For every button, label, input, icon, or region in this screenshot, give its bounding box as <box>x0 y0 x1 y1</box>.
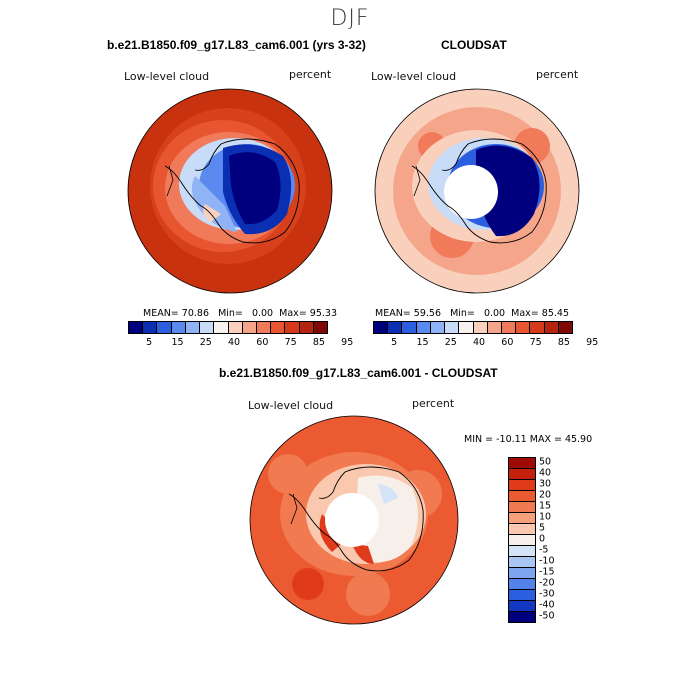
colorbar-tick-label: 15 <box>539 500 552 512</box>
colorbar-tick-label: 60 <box>256 337 269 348</box>
colorbar-tick-label: 40 <box>228 337 241 348</box>
panel3-colorbar-ticks: 50 40 30 20 15 10 5 0 -5 -10 -15 -20 -30 -40 -50 <box>539 457 579 621</box>
colorbar-swatch <box>509 579 535 590</box>
colorbar-swatch <box>509 469 535 480</box>
colorbar-swatch <box>388 322 403 333</box>
panel2-colorbar-ticks: 5 15 25 40 60 75 85 95 <box>373 337 598 351</box>
panel1-stats: MEAN= 70.86 Min= 0.00 Max= 95.33 <box>143 308 337 319</box>
panel2-title: CLOUDSAT <box>441 38 507 52</box>
colorbar-swatch <box>509 480 535 491</box>
colorbar-swatch <box>374 322 389 333</box>
season-title: DJF <box>330 6 370 31</box>
colorbar-tick-label: -50 <box>539 610 555 622</box>
panel1-polar-map <box>127 88 333 294</box>
colorbar-swatch <box>509 502 535 513</box>
colorbar-swatch <box>509 568 535 579</box>
colorbar-swatch <box>530 322 545 333</box>
colorbar-swatch <box>171 322 186 333</box>
colorbar-tick-label: 0 <box>539 533 546 545</box>
panel1-colorbar-ticks: 5 15 25 40 60 75 85 95 <box>128 337 353 351</box>
panel3-title: b.e21.B1850.f09_g17.L83_cam6.001 - CLOUD… <box>219 366 498 380</box>
panel3-minmax: MIN = -10.11 MAX = 45.90 <box>464 434 593 445</box>
panel3-polar-map <box>249 415 459 625</box>
panel1-units-label: percent <box>289 68 332 81</box>
panel1-variable-label: Low-level cloud <box>124 70 210 83</box>
colorbar-swatch <box>509 546 535 557</box>
colorbar-tick-label: 5 <box>391 337 398 348</box>
colorbar-swatch <box>509 513 535 524</box>
colorbar-swatch <box>509 590 535 601</box>
panel2-units-label: percent <box>536 68 579 81</box>
colorbar-swatch <box>473 322 488 333</box>
colorbar-swatch <box>416 322 431 333</box>
colorbar-tick-label: 10 <box>539 511 552 523</box>
colorbar-swatch <box>509 601 535 612</box>
colorbar-swatch <box>544 322 559 333</box>
colorbar-tick-label: 5 <box>146 337 153 348</box>
colorbar-swatch <box>430 322 446 333</box>
colorbar-tick-label: 15 <box>171 337 184 348</box>
colorbar-swatch <box>299 322 314 333</box>
colorbar-tick-label: 50 <box>539 456 552 468</box>
colorbar-swatch <box>516 322 531 333</box>
colorbar-tick-label: 40 <box>539 467 552 479</box>
colorbar-tick-label: 5 <box>539 522 546 534</box>
panel2-stats: MEAN= 59.56 Min= 0.00 Max= 85.45 <box>375 308 569 319</box>
colorbar-swatch <box>200 322 215 333</box>
panel3-colorbar <box>508 457 536 623</box>
colorbar-swatch <box>509 535 535 546</box>
colorbar-tick-label: 85 <box>312 337 325 348</box>
panel1-colorbar <box>128 321 328 334</box>
colorbar-swatch <box>256 322 272 333</box>
colorbar-tick-label: 20 <box>539 489 552 501</box>
colorbar-swatch <box>242 322 257 333</box>
colorbar-swatch <box>214 322 229 333</box>
panel1-title: b.e21.B1850.f09_g17.L83_cam6.001 (yrs 3-… <box>107 38 366 52</box>
colorbar-tick-label: -30 <box>539 588 555 600</box>
colorbar-swatch <box>459 322 474 333</box>
colorbar-tick-label: 60 <box>501 337 514 348</box>
colorbar-tick-label: -15 <box>539 566 555 578</box>
colorbar-swatch <box>313 322 328 333</box>
panel2-variable-label: Low-level cloud <box>371 70 457 83</box>
colorbar-swatch <box>129 322 144 333</box>
colorbar-tick-label: 95 <box>586 337 599 348</box>
panel3-variable-label: Low-level cloud <box>248 399 334 412</box>
colorbar-tick-label: 15 <box>416 337 429 348</box>
colorbar-swatch <box>185 322 201 333</box>
colorbar-swatch <box>487 322 502 333</box>
colorbar-tick-label: 30 <box>539 478 552 490</box>
colorbar-swatch <box>501 322 517 333</box>
panel2-colorbar <box>373 321 573 334</box>
colorbar-swatch <box>402 322 417 333</box>
colorbar-swatch <box>558 322 573 333</box>
panel3-units-label: percent <box>412 397 455 410</box>
colorbar-tick-label: -40 <box>539 599 555 611</box>
colorbar-tick-label: 25 <box>199 337 212 348</box>
colorbar-swatch <box>509 612 535 622</box>
colorbar-swatch <box>509 491 535 502</box>
colorbar-tick-label: -20 <box>539 577 555 589</box>
colorbar-tick-label: -10 <box>539 555 555 567</box>
colorbar-swatch <box>509 557 535 568</box>
colorbar-tick-label: 85 <box>557 337 570 348</box>
colorbar-tick-label: 95 <box>341 337 354 348</box>
colorbar-swatch <box>271 322 286 333</box>
colorbar-swatch <box>228 322 243 333</box>
panel2-polar-map <box>374 88 580 294</box>
colorbar-swatch <box>143 322 158 333</box>
colorbar-swatch <box>509 458 535 469</box>
colorbar-swatch <box>509 524 535 535</box>
colorbar-swatch <box>445 322 460 333</box>
colorbar-tick-label: -5 <box>539 544 549 556</box>
colorbar-tick-label: 75 <box>529 337 542 348</box>
colorbar-swatch <box>285 322 300 333</box>
colorbar-tick-label: 25 <box>444 337 457 348</box>
colorbar-tick-label: 75 <box>284 337 297 348</box>
colorbar-swatch <box>157 322 172 333</box>
colorbar-tick-label: 40 <box>473 337 486 348</box>
